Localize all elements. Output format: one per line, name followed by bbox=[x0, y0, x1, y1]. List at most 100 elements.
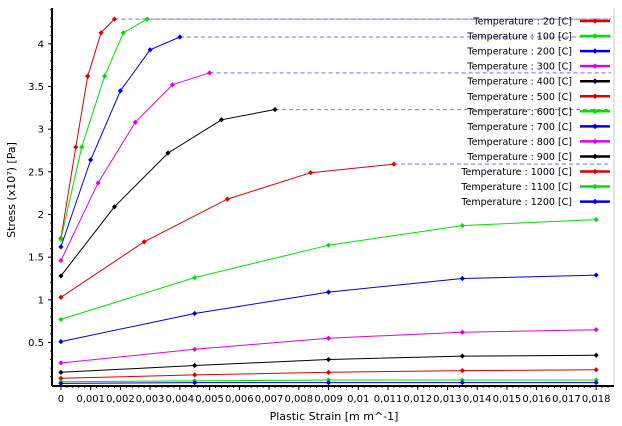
y-tick-label: 4 bbox=[38, 39, 44, 50]
data-point bbox=[58, 375, 64, 381]
data-point bbox=[218, 117, 225, 123]
data-point bbox=[593, 352, 599, 358]
data-point bbox=[58, 244, 64, 250]
data-point bbox=[224, 196, 231, 202]
y-tick-label: 0.5 bbox=[28, 338, 44, 349]
y-tick-label: 1.5 bbox=[28, 253, 44, 264]
legend-label-3: Temperature : 200 [C] bbox=[466, 47, 572, 58]
legend-label-6: Temperature : 500 [C] bbox=[466, 92, 572, 103]
legend-label-9: Temperature : 800 [C] bbox=[466, 137, 572, 148]
data-point bbox=[593, 327, 599, 333]
data-point bbox=[58, 380, 64, 387]
legend-label-7: Temperature : 600 [C] bbox=[466, 107, 572, 118]
data-point bbox=[308, 170, 314, 176]
legend-marker-11 bbox=[592, 168, 598, 175]
data-point bbox=[325, 369, 332, 375]
data-point bbox=[177, 34, 183, 40]
x-tick-label: 0,017 bbox=[552, 394, 581, 405]
legend-marker-4 bbox=[592, 63, 598, 69]
series-3 bbox=[58, 34, 183, 250]
data-point bbox=[120, 30, 126, 36]
data-point bbox=[58, 236, 64, 242]
data-point bbox=[141, 239, 147, 245]
data-point bbox=[111, 204, 118, 210]
series-extension-lines bbox=[114, 18, 612, 165]
data-point bbox=[85, 73, 91, 79]
data-point bbox=[58, 316, 64, 323]
data-point bbox=[192, 362, 198, 369]
data-point bbox=[111, 16, 118, 22]
data-point bbox=[165, 150, 171, 156]
legend-label-1: Temperature : 20 [C] bbox=[472, 17, 572, 28]
x-tick-label: 0,002 bbox=[106, 394, 135, 405]
legend-marker-1 bbox=[592, 18, 598, 24]
legend-label-13: Temperature : 1200 [C] bbox=[460, 197, 572, 208]
data-point bbox=[88, 157, 94, 163]
data-point bbox=[325, 379, 332, 386]
series-layer bbox=[58, 16, 599, 387]
data-point bbox=[192, 372, 198, 378]
legend-marker-9 bbox=[592, 138, 598, 145]
y-tick-label: 3 bbox=[38, 125, 44, 136]
series-6 bbox=[58, 161, 397, 300]
data-point bbox=[593, 367, 599, 373]
data-point bbox=[144, 16, 150, 22]
legend-marker-3 bbox=[592, 48, 598, 54]
data-point bbox=[325, 242, 332, 248]
legend-marker-12 bbox=[592, 183, 598, 190]
data-point bbox=[459, 368, 465, 374]
legend: Temperature : 20 [C] Temperature : 100 [C… bbox=[460, 17, 610, 208]
x-tick-label: 0,005 bbox=[195, 394, 224, 405]
data-point bbox=[459, 353, 465, 359]
series-8 bbox=[58, 272, 599, 345]
legend-marker-6 bbox=[592, 93, 598, 100]
series-5 bbox=[58, 106, 278, 279]
data-point bbox=[192, 275, 198, 281]
series-2 bbox=[58, 16, 150, 242]
x-tick-label: 0,013 bbox=[433, 394, 462, 405]
legend-label-11: Temperature : 1000 [C] bbox=[460, 167, 572, 178]
data-point bbox=[117, 88, 123, 94]
legend-label-4: Temperature : 300 [C] bbox=[466, 62, 572, 73]
legend-label-10: Temperature : 900 [C] bbox=[466, 152, 572, 163]
data-point bbox=[73, 144, 79, 150]
data-point bbox=[58, 273, 64, 279]
x-tick-label: 0,003 bbox=[136, 394, 165, 405]
data-point bbox=[325, 289, 332, 295]
axes-layer: 0.511.522.533.540 0,001 0,002 0,003 0,004 0,0… bbox=[28, 8, 614, 405]
plot-frame bbox=[52, 7, 615, 386]
data-point bbox=[58, 339, 64, 345]
data-point bbox=[192, 379, 198, 386]
data-point bbox=[58, 369, 64, 375]
data-point bbox=[169, 82, 176, 88]
y-tick-label: 3.5 bbox=[28, 82, 44, 93]
x-tick-label: 0,012 bbox=[403, 394, 432, 405]
y-tick-label: 2 bbox=[38, 210, 44, 221]
x-tick-label: 0,009 bbox=[314, 394, 343, 405]
series-4 bbox=[58, 70, 213, 264]
data-point bbox=[459, 222, 465, 229]
x-tick-label: 0,001 bbox=[76, 394, 105, 405]
data-point bbox=[593, 272, 599, 278]
series-10 bbox=[58, 352, 599, 375]
series-7 bbox=[58, 217, 599, 323]
x-tick-label: 0,01 bbox=[347, 394, 369, 405]
legend-label-8: Temperature : 700 [C] bbox=[466, 122, 572, 133]
data-point bbox=[95, 180, 101, 186]
x-tick-label: 0,016 bbox=[522, 394, 551, 405]
data-point bbox=[58, 294, 64, 300]
data-point bbox=[593, 379, 599, 386]
x-tick-label: 0,018 bbox=[582, 394, 611, 405]
data-point bbox=[272, 106, 278, 113]
x-tick-label: 0,011 bbox=[374, 394, 403, 405]
series-13 bbox=[58, 379, 599, 387]
data-point bbox=[58, 257, 64, 264]
data-point bbox=[102, 73, 108, 79]
data-point bbox=[79, 144, 85, 150]
x-tick-label: 0,007 bbox=[255, 394, 284, 405]
data-point bbox=[58, 360, 64, 366]
data-point bbox=[98, 30, 104, 36]
x-tick-label: 0,015 bbox=[493, 394, 522, 405]
